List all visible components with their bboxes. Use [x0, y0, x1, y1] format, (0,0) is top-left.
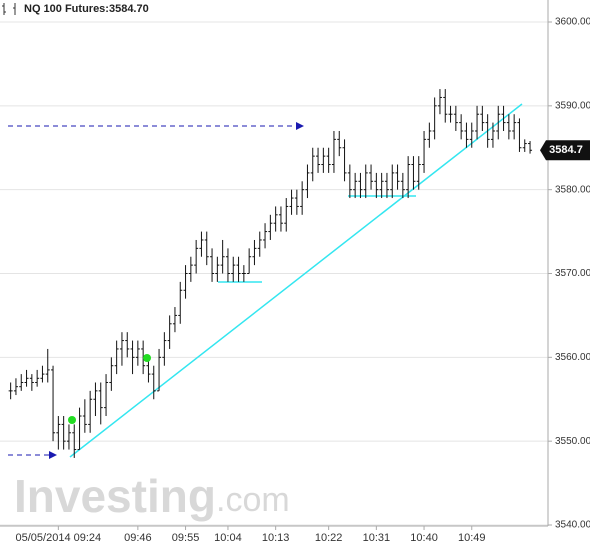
bars: [8, 89, 533, 458]
x-tick-label: 10:04: [214, 532, 242, 544]
y-tick-label: 3600.00: [555, 17, 590, 28]
price-tag: 3584.7: [540, 140, 590, 161]
price-tag-label: 3584.7: [549, 144, 583, 156]
watermark-suffix: .com: [216, 481, 290, 519]
x-tick-label: 10:22: [315, 532, 343, 544]
signal-dot: [143, 354, 151, 362]
watermark: Investing .com: [14, 470, 290, 522]
y-tick-label: 3550.00: [555, 436, 590, 447]
signal-dot: [68, 416, 76, 424]
y-tick-label: 3590.00: [555, 100, 590, 111]
arrow-head: [296, 122, 304, 130]
y-tick-label: 3560.00: [555, 352, 590, 363]
arrow-head: [49, 451, 57, 459]
toolbar: [2, 3, 16, 15]
x-tick-label: 10:49: [458, 532, 486, 544]
x-tick-label: 09:55: [172, 532, 200, 544]
price-tag-box: [540, 140, 590, 161]
x-tick-label: 10:13: [262, 532, 290, 544]
x-tick-label: 05/05/2014 09:24: [16, 532, 102, 544]
x-tick-label: 10:40: [410, 532, 438, 544]
y-tick-label: 3580.00: [555, 184, 590, 195]
drawings: [8, 103, 523, 459]
signals: [68, 354, 151, 424]
chart-title: NQ 100 Futures:3584.70: [24, 3, 149, 15]
grid: 3540.00 3550.00 3560.00 3570.00 3580.00 3590.…: [0, 17, 590, 544]
x-tick-label: 10:31: [363, 532, 391, 544]
trend-line: [69, 103, 523, 458]
watermark-text: Investing: [14, 470, 216, 522]
y-tick-label: 3570.00: [555, 268, 590, 279]
y-tick-label: 3540.00: [555, 520, 590, 531]
x-tick-label: 09:46: [124, 532, 152, 544]
